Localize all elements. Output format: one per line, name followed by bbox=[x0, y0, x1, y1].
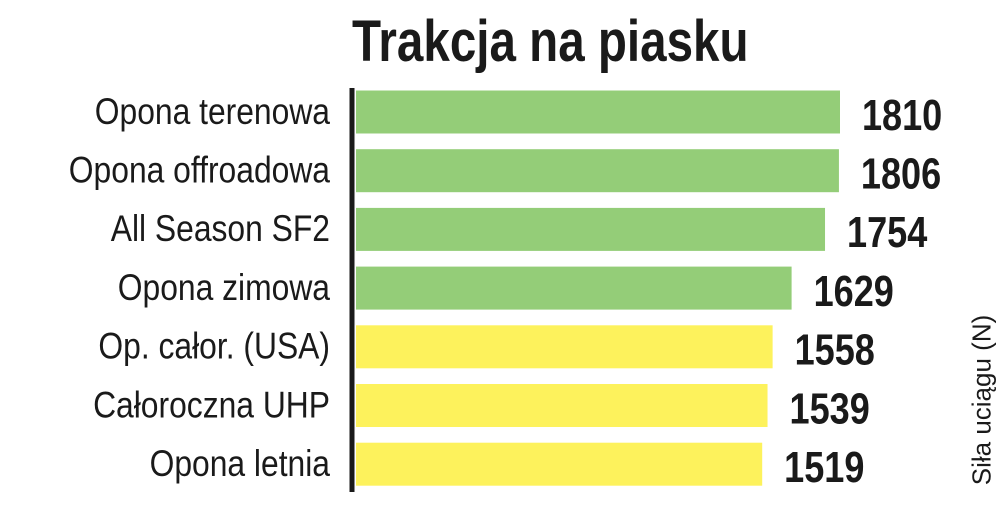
category-label: Opona offroadowa bbox=[69, 150, 331, 191]
bar bbox=[356, 442, 763, 486]
bar bbox=[356, 149, 839, 193]
data-label: 1810 bbox=[862, 90, 942, 139]
data-label: 1558 bbox=[795, 325, 875, 374]
bar bbox=[356, 266, 792, 310]
chart-title: Trakcja na piasku bbox=[352, 9, 749, 74]
category-label: Opona letnia bbox=[150, 444, 331, 485]
data-label: 1754 bbox=[847, 208, 928, 257]
bar bbox=[356, 325, 773, 369]
category-label: Całoroczna UHP bbox=[93, 385, 330, 426]
category-label: Opona zimowa bbox=[118, 268, 331, 309]
y-axis-unit-label: Siła uciągu (N) bbox=[966, 314, 997, 486]
data-label: 1629 bbox=[814, 266, 894, 315]
data-label: 1519 bbox=[784, 443, 864, 492]
category-label: All Season SF2 bbox=[111, 209, 330, 250]
bar bbox=[356, 90, 840, 134]
category-label: Opona terenowa bbox=[95, 92, 331, 133]
bar bbox=[356, 384, 768, 427]
bar bbox=[356, 207, 826, 251]
data-label: 1539 bbox=[790, 384, 870, 433]
data-label: 1806 bbox=[861, 149, 941, 198]
category-label: Op. całor. (USA) bbox=[98, 326, 330, 367]
